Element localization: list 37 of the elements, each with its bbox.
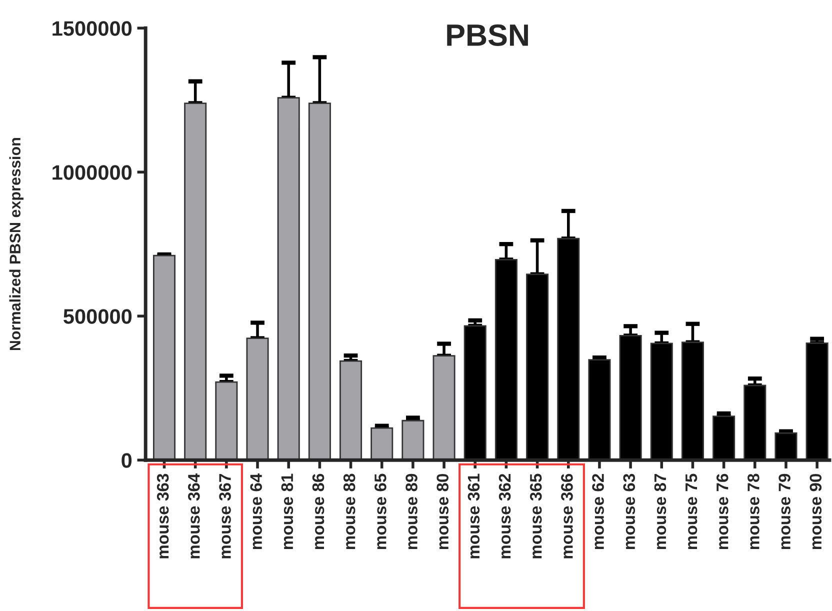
bar [432, 355, 456, 460]
x-tick-label: mouse 90 [810, 474, 822, 550]
y-tick-label: 0 [122, 453, 132, 468]
x-tick-label: mouse 76 [716, 474, 728, 550]
x-tick-label: mouse 79 [778, 474, 790, 550]
x-tick-label: mouse 364 [188, 473, 200, 558]
bar [277, 97, 300, 460]
bar [744, 384, 766, 460]
x-tick-label: mouse 362 [498, 474, 511, 558]
y-tick-label: 1500000 [52, 21, 132, 36]
x-tick-label: mouse 62 [592, 474, 604, 550]
bar [246, 338, 269, 460]
chart-title: PBSN [447, 24, 528, 46]
bar [184, 102, 207, 460]
bar [464, 325, 486, 460]
x-tick-label: mouse 87 [654, 474, 666, 550]
x-tick-label: mouse 86 [312, 474, 324, 550]
x-tick-label: mouse 361 [468, 474, 480, 558]
y-tick-label: 1000000 [52, 165, 132, 180]
x-tick-label: mouse 367 [219, 474, 231, 558]
x-tick-label: mouse 363 [156, 474, 169, 558]
x-tick-label: mouse 365 [530, 474, 542, 558]
x-tick-label: mouse 80 [436, 474, 449, 550]
x-tick-label: mouse 81 [281, 474, 294, 550]
x-tick-label: mouse 65 [374, 474, 386, 550]
x-tick-label: mouse 75 [686, 474, 698, 550]
bar [340, 360, 362, 460]
x-tick-label: mouse 88 [343, 474, 356, 550]
y-axis-title: Normalized PBSN expression [9, 138, 24, 350]
x-tick-label: mouse 63 [623, 474, 636, 550]
x-tick-label: mouse 89 [406, 474, 418, 550]
y-tick-label: 500000 [64, 309, 132, 324]
x-tick-label: mouse 64 [250, 473, 262, 550]
bar [308, 102, 331, 460]
x-tick-label: mouse 78 [748, 474, 760, 550]
bar [215, 381, 238, 460]
x-tick-label: mouse 366 [561, 474, 573, 558]
